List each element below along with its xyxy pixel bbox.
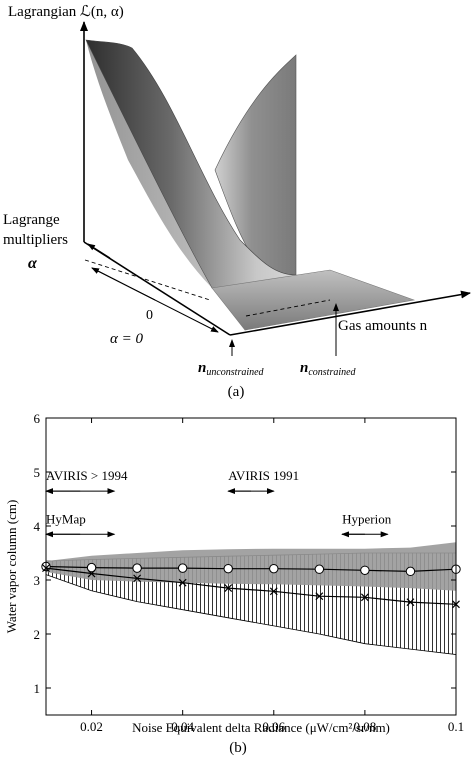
alpha-zero-label: α = 0 xyxy=(110,331,143,347)
x-marker-stroke xyxy=(87,569,96,578)
x-axis-label: Noise Equivalent delta Radiance (μW/cm²/… xyxy=(132,720,390,735)
x-marker-stroke xyxy=(178,578,187,587)
x-marker-stroke xyxy=(360,593,369,602)
circle-marker xyxy=(223,563,233,574)
circle-marker xyxy=(405,566,416,577)
surface-floor-strip xyxy=(211,269,416,331)
x-tick-label: 0.06 xyxy=(262,719,285,734)
x-marker xyxy=(315,592,324,601)
x-marker-stroke xyxy=(224,584,233,593)
annotation-label: Hyperion xyxy=(342,511,392,526)
dashed-constrained-line xyxy=(245,299,331,317)
y-tick-label: 3 xyxy=(34,573,41,588)
x-marker xyxy=(360,593,369,602)
x-axis xyxy=(229,290,471,336)
series-circle-line xyxy=(45,565,457,573)
x-marker-stroke xyxy=(406,598,415,607)
circle-series-gray-band xyxy=(46,542,456,591)
annotation-label: HyMap xyxy=(46,511,86,526)
x-tick-label: 0.04 xyxy=(171,719,194,734)
circle-marker xyxy=(269,563,279,574)
x-marker xyxy=(224,584,233,593)
x-axis-label: Gas amounts n xyxy=(338,318,428,334)
circle-marker xyxy=(132,563,142,573)
plot-frame xyxy=(45,417,457,716)
x-marker-stroke xyxy=(133,574,142,583)
x-marker-stroke xyxy=(269,587,278,596)
z-axis-label: Lagrangian ℒ(n, α) xyxy=(8,4,124,20)
annotation-label: AVIRIS 1991 xyxy=(228,468,299,483)
y-tick-label: 5 xyxy=(34,465,41,480)
dashed-zero-line xyxy=(84,259,211,301)
lagrangian-surface-panel: Lagrangian ℒ(n, α) Lagrange multipliers … xyxy=(3,4,471,400)
x-marker xyxy=(269,587,278,596)
alpha-axis-label-line3: α xyxy=(28,255,38,272)
alpha-axis-label-line1: Lagrange xyxy=(3,212,60,228)
alpha-axis-arrow xyxy=(87,243,111,259)
x-tick-label: 0.08 xyxy=(354,719,377,734)
alpha-axis-label-line2: multipliers xyxy=(3,232,68,248)
circle-marker xyxy=(177,563,188,573)
y-axis-label: Water vapor column (cm) xyxy=(4,500,19,634)
zero-label: 0 xyxy=(146,308,153,323)
x-marker xyxy=(178,578,187,587)
y-tick-label: 2 xyxy=(34,627,41,642)
panel-b-label: (b) xyxy=(229,740,247,756)
x-marker xyxy=(133,574,142,583)
y-tick-label: 4 xyxy=(34,519,41,534)
x-tick-label: 0.02 xyxy=(80,719,103,734)
x-marker-stroke xyxy=(315,592,324,601)
x-marker xyxy=(406,598,415,607)
y-tick-label: 1 xyxy=(34,681,41,696)
water-vapor-chart: 0.02 0.04 0.06 0.08 0.1 1 2 3 4 5 6 Noise Equivalen… xyxy=(4,411,464,756)
series-x-line xyxy=(45,567,457,605)
n-constrained-label: nconstrained xyxy=(300,360,357,378)
circle-marker xyxy=(86,562,97,573)
y-tick-label: 6 xyxy=(34,411,41,426)
n-unconstrained-label: nunconstrained xyxy=(198,360,265,378)
x-marker xyxy=(87,569,96,578)
x-tick-label: 0.1 xyxy=(448,719,464,734)
circle-marker xyxy=(360,565,370,575)
panel-a-label: (a) xyxy=(228,384,245,400)
circle-marker xyxy=(314,564,325,574)
arrow-start-head xyxy=(91,267,156,301)
annotation-label: AVIRIS > 1994 xyxy=(46,468,128,483)
